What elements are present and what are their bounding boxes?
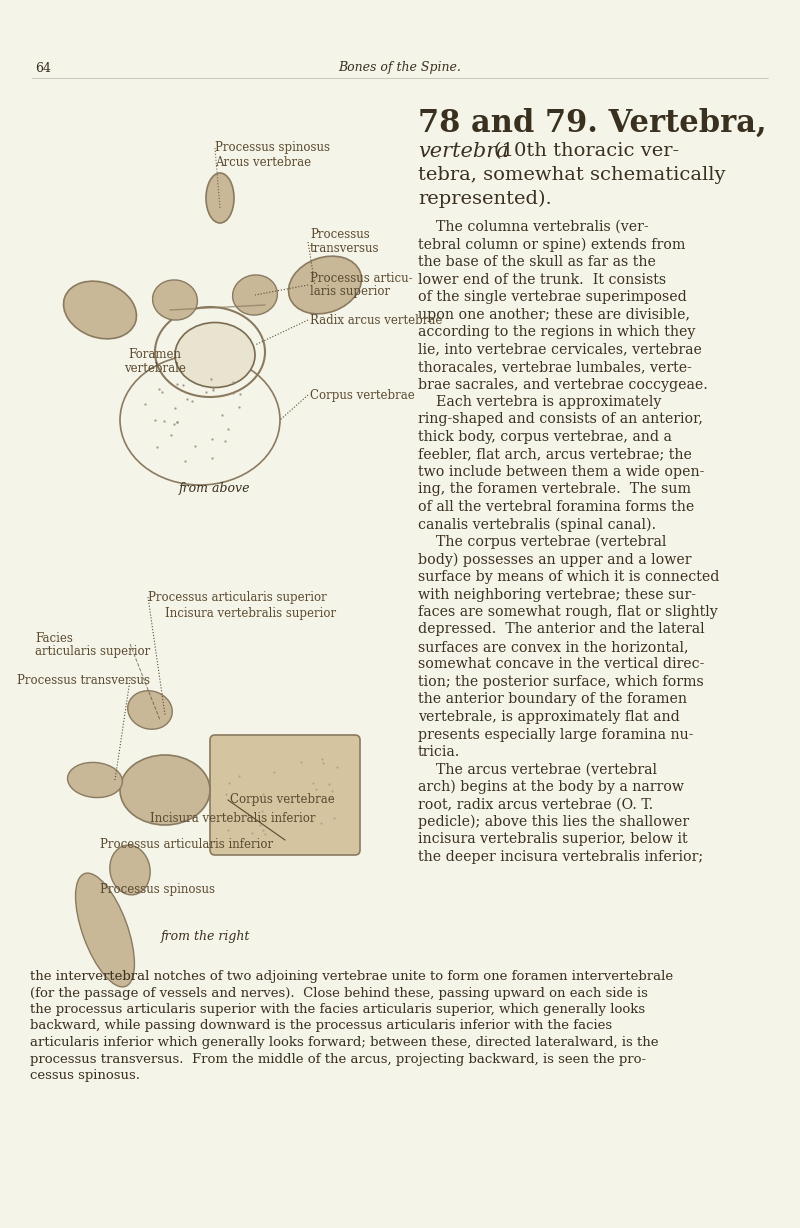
Text: lower end of the trunk.  It consists: lower end of the trunk. It consists bbox=[418, 273, 666, 286]
Text: Processus spinosus: Processus spinosus bbox=[100, 883, 215, 896]
FancyBboxPatch shape bbox=[210, 736, 360, 855]
Text: from above: from above bbox=[179, 483, 250, 495]
Text: surface by means of which it is connected: surface by means of which it is connecte… bbox=[418, 570, 719, 585]
Text: thick body, corpus vertebrae, and a: thick body, corpus vertebrae, and a bbox=[418, 430, 672, 445]
Text: thoracales, vertebrae lumbales, verte-: thoracales, vertebrae lumbales, verte- bbox=[418, 360, 692, 375]
Text: Processus articularis inferior: Processus articularis inferior bbox=[100, 839, 273, 851]
Text: the anterior boundary of the foramen: the anterior boundary of the foramen bbox=[418, 693, 687, 706]
Text: two include between them a wide open-: two include between them a wide open- bbox=[418, 465, 704, 479]
Text: faces are somewhat rough, flat or slightly: faces are somewhat rough, flat or slight… bbox=[418, 605, 718, 619]
Ellipse shape bbox=[75, 873, 134, 987]
Text: the processus articularis superior with the facies articularis superior, which g: the processus articularis superior with … bbox=[30, 1003, 645, 1016]
Text: vertebrale: vertebrale bbox=[124, 361, 186, 375]
Text: 64: 64 bbox=[35, 61, 51, 75]
Text: Corpus vertebrae: Corpus vertebrae bbox=[310, 388, 414, 402]
Text: root, radix arcus vertebrae (O. T.: root, radix arcus vertebrae (O. T. bbox=[418, 797, 654, 812]
Text: ing, the foramen vertebrale.  The sum: ing, the foramen vertebrale. The sum bbox=[418, 483, 691, 496]
Text: The arcus vertebrae (vertebral: The arcus vertebrae (vertebral bbox=[418, 763, 657, 776]
Ellipse shape bbox=[175, 323, 255, 388]
Text: according to the regions in which they: according to the regions in which they bbox=[418, 325, 695, 339]
Text: vertebra: vertebra bbox=[418, 142, 509, 161]
Text: represented).: represented). bbox=[418, 190, 552, 209]
Text: canalis vertebralis (spinal canal).: canalis vertebralis (spinal canal). bbox=[418, 517, 656, 532]
Text: the base of the skull as far as the: the base of the skull as far as the bbox=[418, 255, 656, 269]
Text: articularis superior: articularis superior bbox=[35, 645, 150, 657]
Text: Processus: Processus bbox=[310, 228, 370, 242]
Text: Foramen: Foramen bbox=[129, 349, 182, 361]
Text: incisura vertebralis superior, below it: incisura vertebralis superior, below it bbox=[418, 833, 688, 846]
Text: articularis inferior which generally looks forward; between these, directed late: articularis inferior which generally loo… bbox=[30, 1036, 658, 1049]
Text: Arcus vertebrae: Arcus vertebrae bbox=[215, 156, 311, 169]
Text: (10th thoracic ver-: (10th thoracic ver- bbox=[494, 142, 679, 160]
Ellipse shape bbox=[233, 275, 278, 316]
Ellipse shape bbox=[289, 257, 362, 314]
Text: Processus articu-: Processus articu- bbox=[310, 271, 413, 285]
Text: the deeper incisura vertebralis inferior;: the deeper incisura vertebralis inferior… bbox=[418, 850, 703, 865]
Text: Each vertebra is approximately: Each vertebra is approximately bbox=[418, 395, 662, 409]
Text: Processus spinosus: Processus spinosus bbox=[215, 141, 330, 155]
Text: Bones of the Spine.: Bones of the Spine. bbox=[338, 61, 462, 75]
Text: Facies: Facies bbox=[35, 631, 73, 645]
Text: vertebrale, is approximately flat and: vertebrale, is approximately flat and bbox=[418, 710, 680, 725]
Text: from the right: from the right bbox=[160, 930, 250, 943]
Text: transversus: transversus bbox=[310, 242, 379, 254]
Text: tricia.: tricia. bbox=[418, 745, 460, 759]
Text: Radix arcus vertebrae: Radix arcus vertebrae bbox=[310, 313, 442, 327]
Text: cessus spinosus.: cessus spinosus. bbox=[30, 1070, 140, 1082]
Text: upon one another; these are divisible,: upon one another; these are divisible, bbox=[418, 307, 690, 322]
Ellipse shape bbox=[153, 280, 198, 321]
Text: The columna vertebralis (ver-: The columna vertebralis (ver- bbox=[418, 220, 649, 235]
Text: the intervertebral notches of two adjoining vertebrae unite to form one foramen : the intervertebral notches of two adjoin… bbox=[30, 970, 673, 982]
Text: tebral column or spine) extends from: tebral column or spine) extends from bbox=[418, 237, 686, 252]
Text: 78 and 79. Vertebra,: 78 and 79. Vertebra, bbox=[418, 108, 766, 139]
Text: Incisura vertebralis superior: Incisura vertebralis superior bbox=[165, 607, 336, 619]
Ellipse shape bbox=[67, 763, 122, 798]
Text: Incisura vertebralis inferior: Incisura vertebralis inferior bbox=[150, 812, 315, 824]
Text: tion; the posterior surface, which forms: tion; the posterior surface, which forms bbox=[418, 675, 704, 689]
Text: depressed.  The anterior and the lateral: depressed. The anterior and the lateral bbox=[418, 623, 705, 636]
Ellipse shape bbox=[206, 173, 234, 223]
Text: processus transversus.  From the middle of the arcus, projecting backward, is se: processus transversus. From the middle o… bbox=[30, 1052, 646, 1066]
Text: of all the vertebral foramina forms the: of all the vertebral foramina forms the bbox=[418, 500, 694, 515]
Ellipse shape bbox=[110, 845, 150, 895]
Text: surfaces are convex in the horizontal,: surfaces are convex in the horizontal, bbox=[418, 640, 689, 655]
Text: backward, while passing downward is the processus articularis inferior with the : backward, while passing downward is the … bbox=[30, 1019, 612, 1033]
Text: with neighboring vertebrae; these sur-: with neighboring vertebrae; these sur- bbox=[418, 587, 696, 602]
Text: ring-shaped and consists of an anterior,: ring-shaped and consists of an anterior, bbox=[418, 413, 703, 426]
Text: Corpus vertebrae: Corpus vertebrae bbox=[230, 793, 334, 807]
Ellipse shape bbox=[120, 755, 210, 825]
Text: tebra, somewhat schematically: tebra, somewhat schematically bbox=[418, 166, 726, 184]
Text: Processus articularis superior: Processus articularis superior bbox=[148, 591, 326, 603]
Text: laris superior: laris superior bbox=[310, 285, 390, 297]
Text: lie, into vertebrae cervicales, vertebrae: lie, into vertebrae cervicales, vertebra… bbox=[418, 343, 702, 356]
Text: brae sacrales, and vertebrae coccygeae.: brae sacrales, and vertebrae coccygeae. bbox=[418, 377, 708, 392]
Text: arch) begins at the body by a narrow: arch) begins at the body by a narrow bbox=[418, 780, 684, 795]
Text: of the single vertebrae superimposed: of the single vertebrae superimposed bbox=[418, 290, 686, 305]
Text: Processus transversus: Processus transversus bbox=[17, 673, 150, 686]
Text: The corpus vertebrae (vertebral: The corpus vertebrae (vertebral bbox=[418, 535, 666, 549]
Ellipse shape bbox=[63, 281, 137, 339]
Ellipse shape bbox=[128, 690, 172, 729]
Text: (for the passage of vessels and nerves).  Close behind these, passing upward on : (for the passage of vessels and nerves).… bbox=[30, 986, 648, 1000]
Text: presents especially large foramina nu-: presents especially large foramina nu- bbox=[418, 727, 694, 742]
Text: body) possesses an upper and a lower: body) possesses an upper and a lower bbox=[418, 553, 691, 567]
Text: pedicle); above this lies the shallower: pedicle); above this lies the shallower bbox=[418, 815, 689, 829]
Text: somewhat concave in the vertical direc-: somewhat concave in the vertical direc- bbox=[418, 657, 704, 672]
Text: feebler, flat arch, arcus vertebrae; the: feebler, flat arch, arcus vertebrae; the bbox=[418, 447, 692, 462]
